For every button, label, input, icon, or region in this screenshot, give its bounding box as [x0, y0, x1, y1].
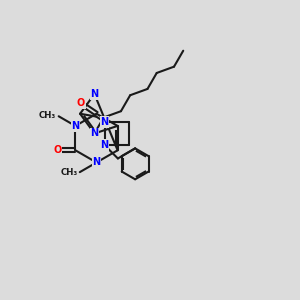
Text: N: N — [100, 140, 109, 150]
Text: N: N — [90, 128, 98, 139]
Text: N: N — [92, 158, 101, 167]
Text: O: O — [53, 145, 62, 155]
Text: N: N — [71, 121, 80, 131]
Text: CH₃: CH₃ — [39, 111, 56, 120]
Text: CH₃: CH₃ — [60, 168, 77, 177]
Text: N: N — [100, 117, 109, 127]
Text: N: N — [90, 89, 98, 99]
Text: O: O — [77, 98, 85, 108]
